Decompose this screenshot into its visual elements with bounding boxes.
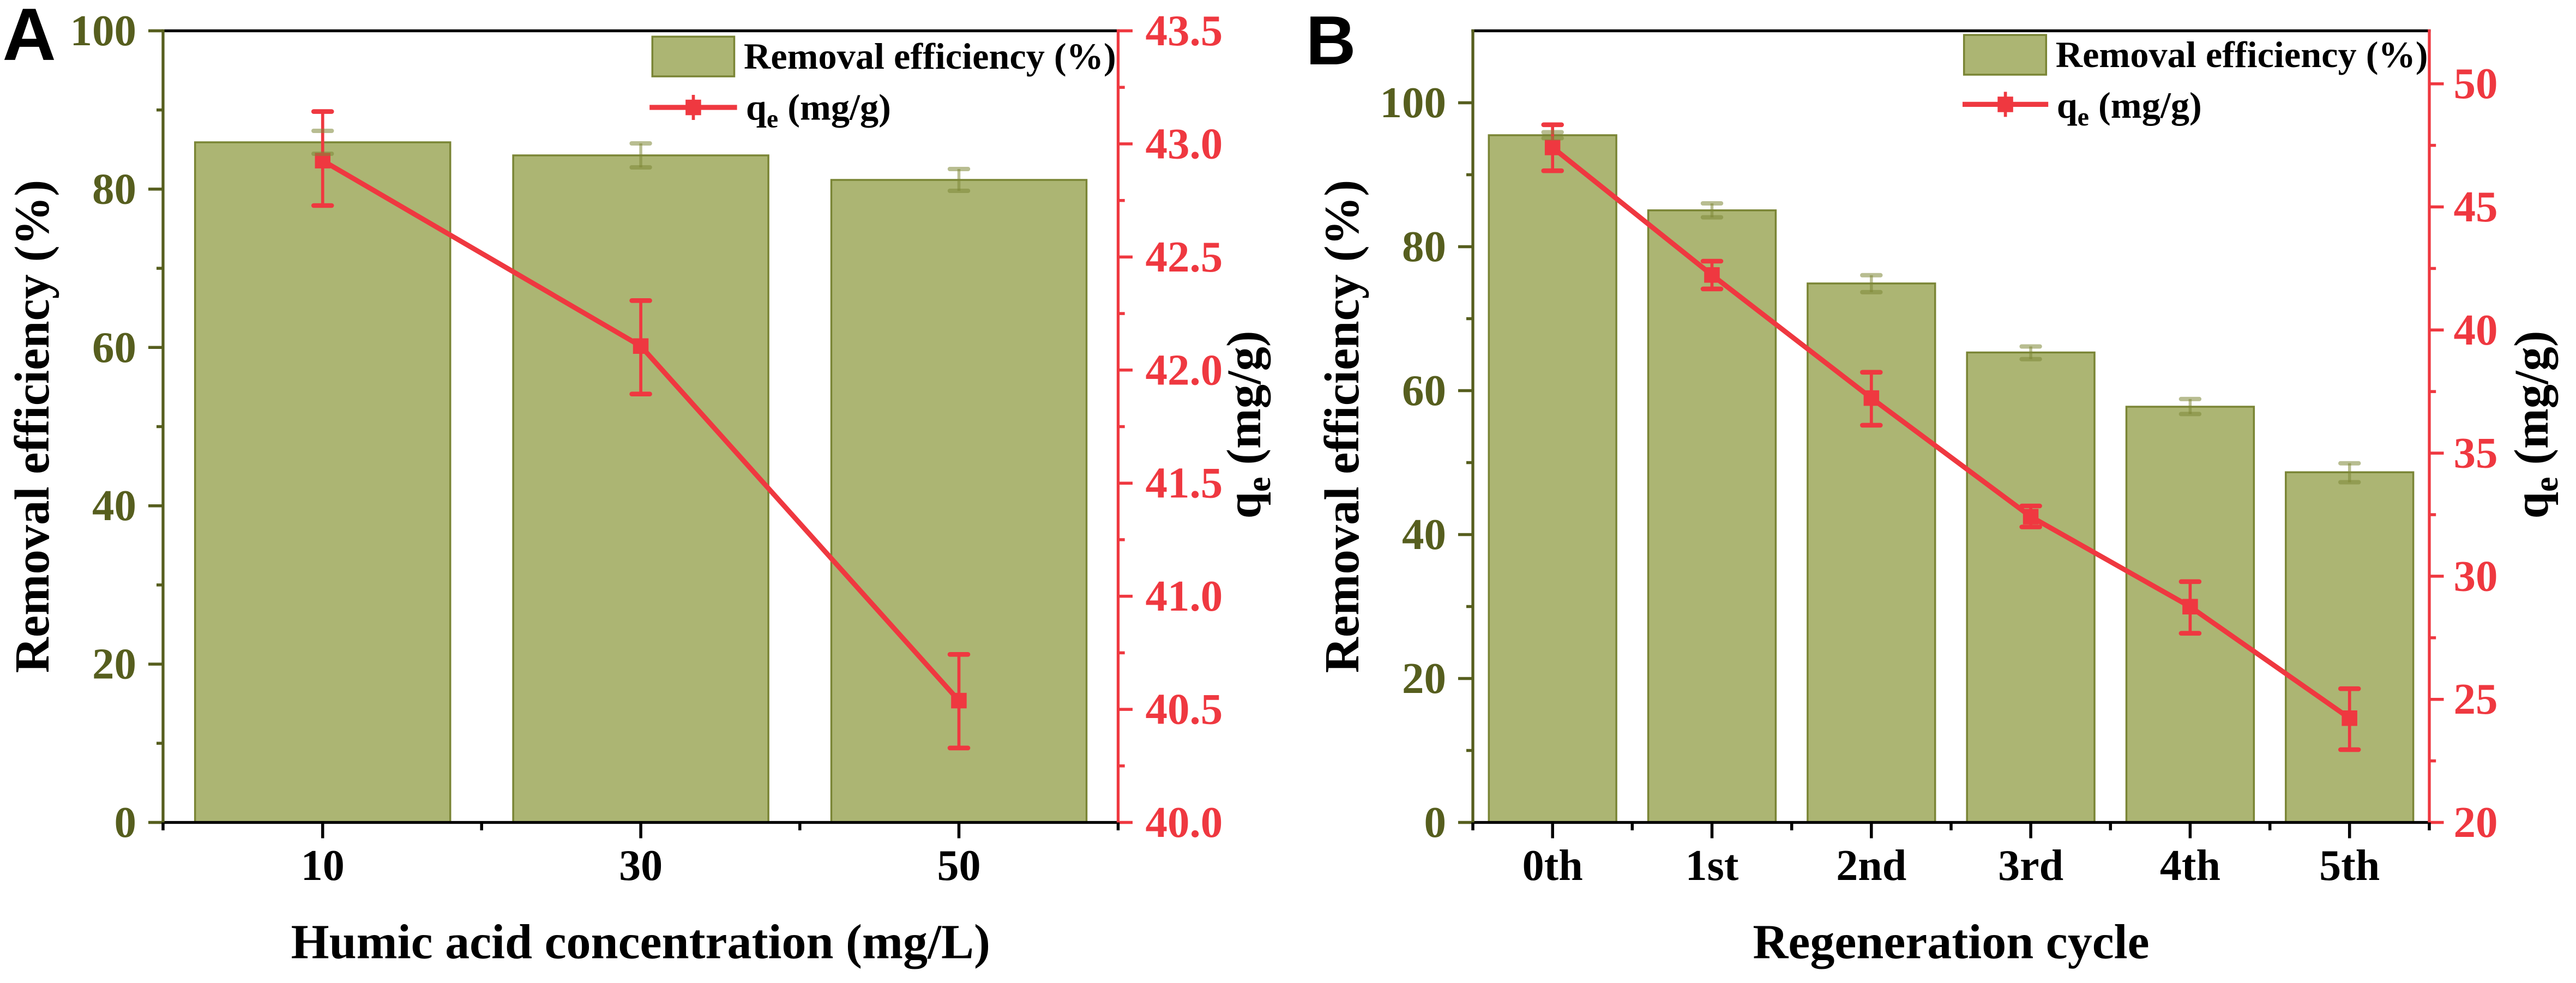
svg-text:0th: 0th bbox=[1522, 842, 1583, 890]
svg-text:30: 30 bbox=[619, 842, 663, 890]
svg-text:42.5: 42.5 bbox=[1146, 232, 1223, 281]
svg-text:5th: 5th bbox=[2319, 842, 2380, 890]
svg-text:Removal efficiency (%): Removal efficiency (%) bbox=[744, 35, 1116, 77]
svg-text:10: 10 bbox=[301, 842, 345, 890]
svg-text:80: 80 bbox=[92, 164, 136, 213]
svg-text:42.0: 42.0 bbox=[1146, 345, 1223, 394]
svg-text:45: 45 bbox=[2454, 182, 2498, 231]
svg-text:35: 35 bbox=[2454, 429, 2498, 478]
svg-text:1st: 1st bbox=[1686, 842, 1739, 890]
svg-text:43.5: 43.5 bbox=[1146, 6, 1223, 55]
svg-text:40.0: 40.0 bbox=[1146, 798, 1223, 847]
svg-text:30: 30 bbox=[2454, 551, 2498, 600]
svg-text:Removal efficiency (%): Removal efficiency (%) bbox=[4, 180, 59, 673]
svg-text:50: 50 bbox=[937, 842, 981, 890]
svg-text:60: 60 bbox=[1402, 366, 1446, 415]
svg-text:20: 20 bbox=[92, 640, 136, 689]
svg-text:4th: 4th bbox=[2160, 842, 2220, 890]
svg-text:3rd: 3rd bbox=[1998, 842, 2063, 890]
svg-text:qe (mg/g): qe (mg/g) bbox=[2057, 85, 2202, 131]
svg-text:0: 0 bbox=[115, 798, 137, 847]
svg-text:20: 20 bbox=[2454, 798, 2498, 847]
svg-text:B: B bbox=[1306, 2, 1356, 79]
svg-text:Regeneration cycle: Regeneration cycle bbox=[1753, 915, 2149, 969]
svg-text:40.5: 40.5 bbox=[1146, 685, 1223, 734]
svg-text:0: 0 bbox=[1424, 798, 1447, 847]
svg-text:100: 100 bbox=[70, 6, 137, 55]
svg-text:Humic acid concentration (mg/L: Humic acid concentration (mg/L) bbox=[291, 915, 990, 969]
svg-text:Removal efficiency (%): Removal efficiency (%) bbox=[2056, 34, 2428, 75]
svg-text:41.0: 41.0 bbox=[1146, 571, 1223, 620]
svg-text:40: 40 bbox=[1402, 510, 1446, 559]
svg-text:80: 80 bbox=[1402, 222, 1446, 271]
svg-text:60: 60 bbox=[92, 323, 136, 372]
svg-text:qe (mg/g): qe (mg/g) bbox=[746, 87, 891, 134]
svg-text:Removal efficiency (%): Removal efficiency (%) bbox=[1314, 180, 1369, 673]
svg-text:2nd: 2nd bbox=[1836, 842, 1906, 890]
svg-text:25: 25 bbox=[2454, 674, 2498, 723]
svg-text:20: 20 bbox=[1402, 654, 1446, 703]
svg-text:41.5: 41.5 bbox=[1146, 459, 1223, 508]
svg-text:40: 40 bbox=[2454, 305, 2498, 354]
svg-text:50: 50 bbox=[2454, 59, 2498, 108]
svg-text:40: 40 bbox=[92, 481, 136, 530]
svg-text:43.0: 43.0 bbox=[1146, 119, 1223, 168]
svg-text:100: 100 bbox=[1380, 78, 1447, 127]
svg-text:A: A bbox=[3, 0, 56, 76]
